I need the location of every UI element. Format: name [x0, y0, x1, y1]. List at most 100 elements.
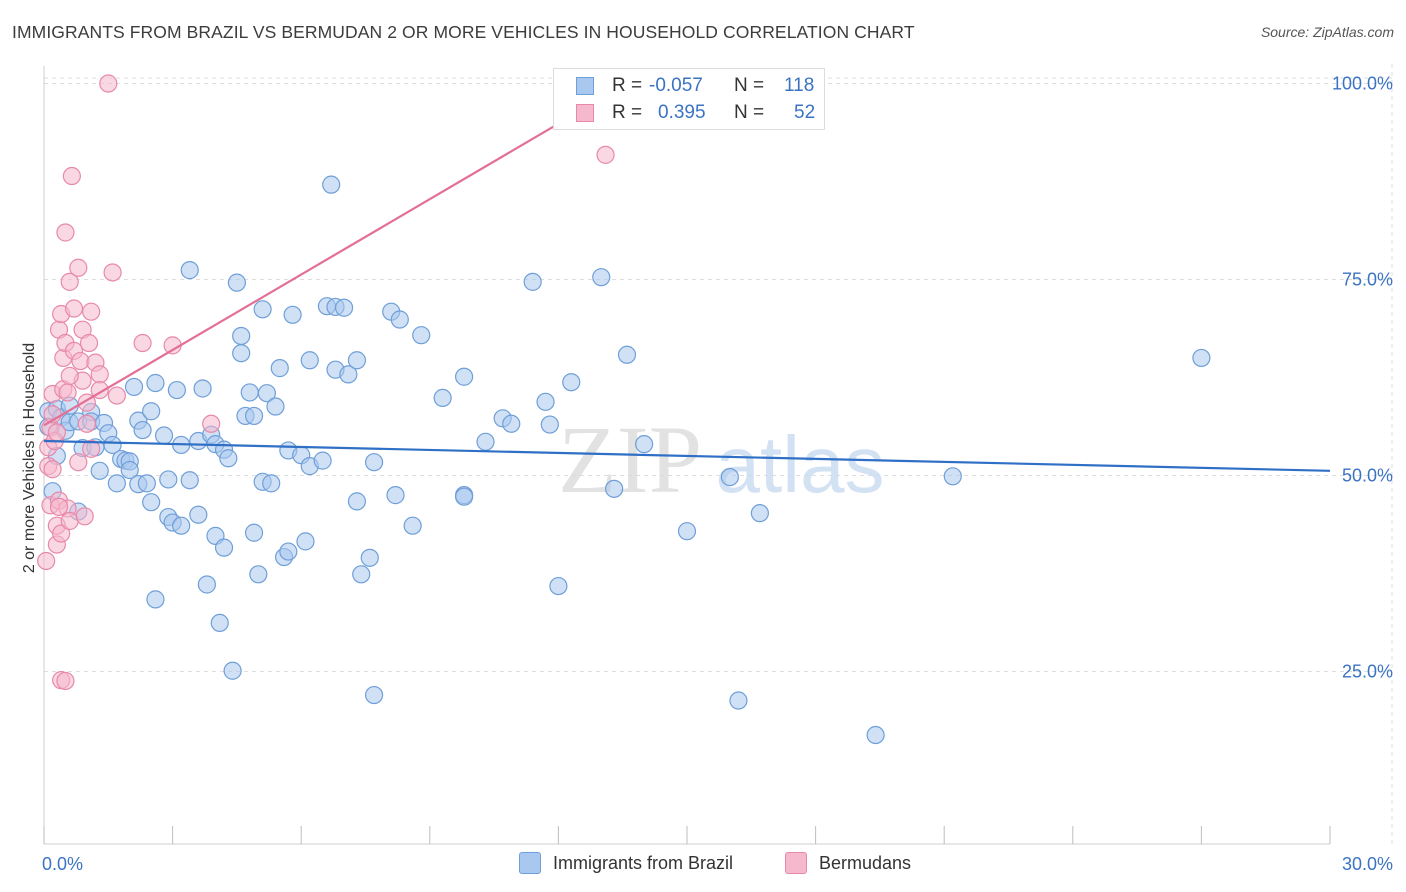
point-brazil: [347, 351, 367, 370]
point-brazil: [223, 661, 242, 680]
legend-swatch-brazil: [576, 77, 594, 95]
point-bermudans: [103, 263, 122, 282]
point-brazil: [227, 273, 246, 292]
point-brazil: [677, 522, 697, 541]
point-brazil: [240, 383, 259, 402]
point-brazil: [180, 471, 199, 490]
point-bermudans: [62, 166, 81, 186]
y-tick-label: 75.0%: [1342, 270, 1393, 290]
legend-n-value: 52: [794, 102, 816, 123]
correlation-legend: R = -0.057 N = 118 R = 0.395 N = 52: [553, 68, 825, 130]
point-brazil: [107, 474, 126, 493]
point-brazil: [159, 470, 178, 489]
point-brazil: [943, 467, 962, 486]
trend-line-bermudans: [43, 82, 628, 427]
point-brazil: [322, 175, 341, 194]
point-brazil: [347, 492, 367, 511]
point-brazil: [1192, 348, 1211, 368]
legend-r-label: R =: [612, 102, 643, 123]
point-bermudans: [47, 423, 66, 442]
point-brazil: [210, 613, 229, 633]
tick-labels: 25.0% 50.0% 75.0% 100.0% 0.0% 30.0%: [42, 74, 1393, 874]
point-brazil: [454, 367, 474, 386]
point-brazil: [214, 538, 234, 557]
point-brazil: [352, 565, 371, 584]
legend-swatch-bermudans: [576, 104, 594, 122]
point-brazil: [189, 505, 208, 524]
point-brazil: [154, 426, 174, 445]
point-brazil: [390, 310, 409, 329]
point-brazil: [592, 268, 611, 287]
point-bermudans: [202, 414, 221, 433]
point-bermudans: [60, 272, 79, 291]
point-brazil: [617, 345, 637, 364]
point-brazil: [146, 590, 165, 609]
point-brazil: [476, 432, 495, 451]
legend-item-bermudans[interactable]: Bermudans: [785, 852, 911, 874]
point-bermudans: [77, 414, 96, 433]
point-brazil: [180, 261, 199, 280]
legend-swatch-brazil: [519, 852, 541, 874]
point-bermudans: [56, 223, 75, 242]
point-brazil: [257, 384, 277, 403]
point-brazil: [364, 685, 384, 705]
point-brazil: [296, 532, 315, 551]
point-brazil: [253, 300, 272, 319]
point-brazil: [103, 435, 122, 455]
watermark-atlas: atlas: [716, 420, 885, 509]
point-brazil: [142, 402, 161, 421]
legend-swatch-bermudans: [785, 852, 807, 874]
y-tick-label: 25.0%: [1342, 662, 1393, 682]
point-bermudans: [69, 258, 88, 277]
legend-item-brazil[interactable]: Immigrants from Brazil: [519, 852, 733, 874]
point-bermudans: [79, 333, 99, 353]
point-brazil: [262, 474, 281, 493]
point-brazil: [729, 691, 748, 710]
point-bermudans: [90, 365, 109, 384]
point-brazil: [605, 479, 624, 498]
point-bermudans: [133, 333, 152, 353]
point-bermudans: [60, 511, 79, 531]
legend-label-brazil: Immigrants from Brazil: [553, 852, 734, 873]
point-brazil: [339, 365, 358, 384]
point-brazil: [412, 326, 431, 345]
point-brazil: [866, 725, 885, 745]
point-brazil: [562, 373, 581, 392]
y-tick-label: 50.0%: [1342, 466, 1393, 486]
point-bermudans: [60, 366, 79, 386]
legend-label-bermudans: Bermudans: [819, 852, 912, 873]
chart-title: IMMIGRANTS FROM BRAZIL VS BERMUDAN 2 OR …: [12, 22, 915, 42]
point-brazil: [549, 576, 568, 596]
x-tick-label: 30.0%: [1342, 854, 1393, 874]
legend-r-value: 0.395: [658, 102, 706, 123]
point-bermudans: [82, 439, 101, 458]
point-bermudans: [107, 386, 126, 405]
point-brazil: [540, 415, 559, 434]
point-brazil: [219, 449, 238, 468]
point-brazil: [266, 397, 285, 416]
legend-r-label: R =: [612, 75, 643, 96]
point-brazil: [300, 351, 319, 370]
point-bermudans: [56, 671, 75, 691]
point-brazil: [137, 474, 156, 493]
series-legend: Immigrants from Brazil Bermudans: [0, 852, 1406, 876]
point-brazil: [454, 487, 474, 506]
point-brazil: [197, 575, 216, 594]
point-brazil: [386, 486, 405, 505]
y-axis-label: 2 or more Vehicles in Household: [21, 342, 38, 574]
point-brazil: [146, 373, 165, 393]
point-brazil: [536, 392, 555, 411]
point-brazil: [364, 453, 384, 472]
point-bermudans: [69, 453, 88, 472]
point-brazil: [90, 461, 109, 480]
point-brazil: [232, 326, 251, 346]
point-brazil: [279, 542, 298, 561]
trend-lines: [43, 82, 1331, 472]
point-bermudans: [596, 145, 615, 164]
source-attribution: Source: ZipAtlas.com: [1260, 24, 1394, 40]
point-brazil: [270, 359, 289, 378]
point-brazil: [283, 305, 302, 324]
point-brazil: [133, 420, 152, 440]
point-bermudans: [75, 507, 94, 526]
